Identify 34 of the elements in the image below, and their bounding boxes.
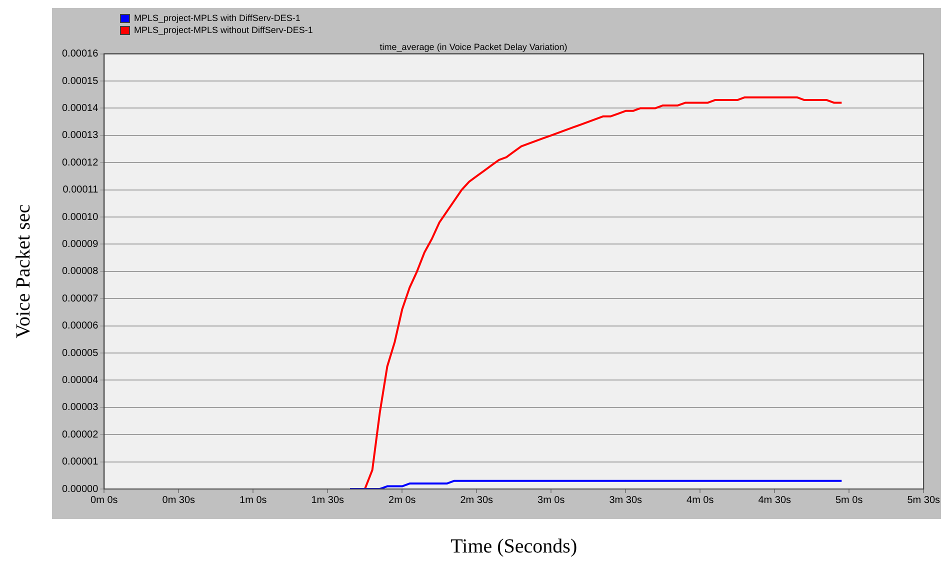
x-tick-label: 0m 30s: [162, 494, 196, 506]
x-tick-label: 4m 30s: [758, 494, 792, 506]
y-tick-label: 0.00005: [62, 348, 99, 359]
x-tick-label: 3m 30s: [609, 494, 642, 506]
y-axis-title: Voice Packet sec: [12, 204, 34, 338]
x-tick-label: 1m 0s: [240, 494, 267, 506]
x-tick-label: 4m 0s: [686, 494, 714, 506]
y-tick-label: 0.00000: [62, 484, 99, 495]
x-tick-label: 3m 0s: [538, 494, 565, 506]
x-tick-label: 5m 30s: [907, 494, 940, 506]
x-axis-title: Time (Seconds): [450, 535, 578, 558]
y-tick-label: 0.00013: [62, 130, 99, 142]
y-tick-label: 0.00015: [62, 76, 99, 87]
y-tick-label: 0.00004: [62, 374, 99, 386]
y-tick-label: 0.00008: [62, 266, 99, 278]
y-tick-label: 0.00010: [62, 212, 99, 223]
y-tick-label: 0.00016: [62, 48, 99, 60]
y-tick-label: 0.00009: [62, 238, 99, 250]
legend-label: MPLS_project-MPLS with DiffServ-DES-1: [134, 12, 300, 24]
y-tick-label: 0.00006: [62, 320, 99, 332]
x-tick-label: 2m 0s: [388, 494, 416, 506]
y-tick-label: 0.00012: [62, 157, 99, 168]
y-tick-label: 0.00002: [62, 429, 99, 440]
x-tick-label: 2m 30s: [460, 494, 494, 506]
x-tick-label: 0m 0s: [90, 494, 118, 506]
y-tick-label: 0.00003: [62, 402, 99, 414]
y-tick-label: 0.00007: [62, 293, 99, 304]
y-tick-label: 0.00001: [62, 456, 99, 468]
x-tick-label: 1m 30s: [311, 494, 344, 506]
chart-title: time_average (in Voice Packet Delay Variation): [380, 42, 568, 52]
y-tick-label: 0.00011: [62, 184, 99, 196]
legend-label: MPLS_project-MPLS without DiffServ-DES-1: [134, 24, 313, 36]
x-tick-label: 5m 0s: [835, 494, 863, 506]
y-tick-label: 0.00014: [62, 102, 99, 114]
